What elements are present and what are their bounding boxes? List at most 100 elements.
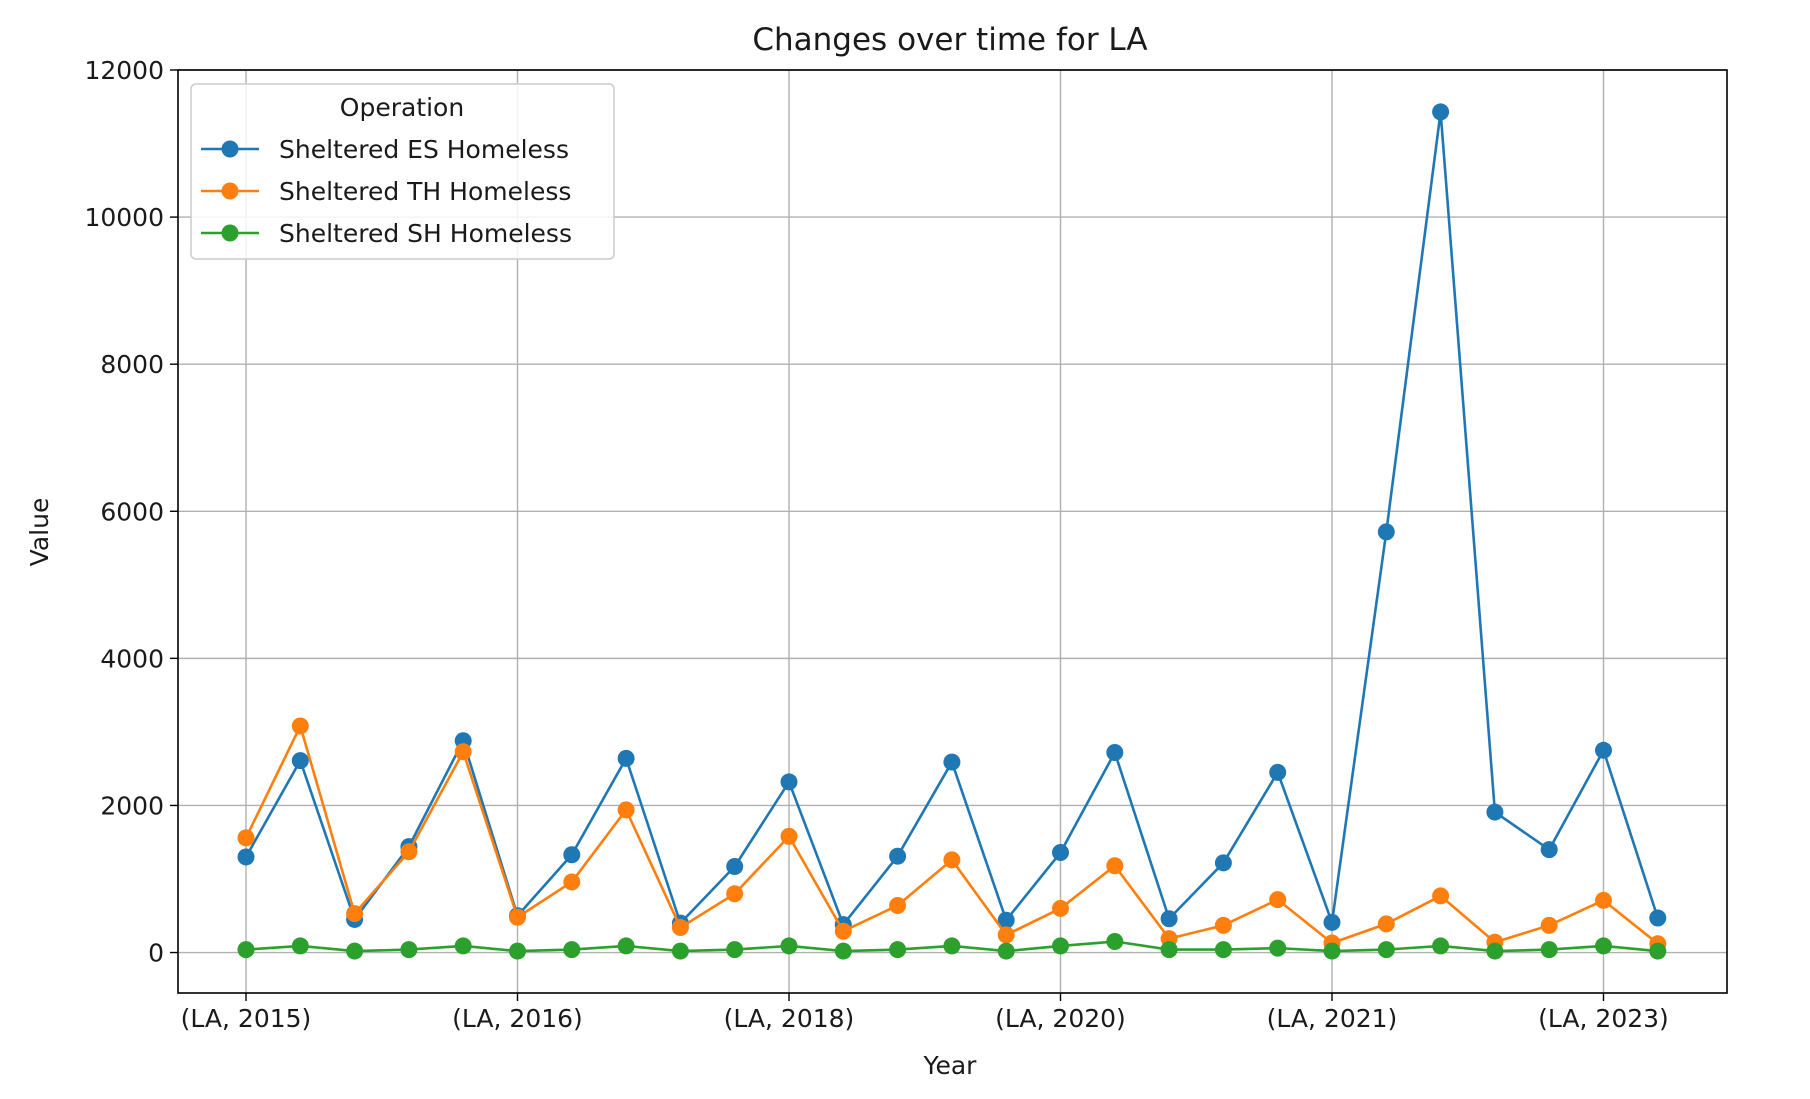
data-point bbox=[1540, 916, 1558, 934]
y-tick-label: 0 bbox=[148, 939, 164, 968]
legend-swatch-marker bbox=[221, 224, 239, 242]
legend-entry-label: Sheltered TH Homeless bbox=[279, 177, 571, 206]
data-point bbox=[1269, 891, 1287, 909]
y-tick-label: 8000 bbox=[100, 350, 164, 379]
data-point bbox=[291, 717, 309, 735]
x-tick-label: (LA, 2021) bbox=[1267, 1004, 1398, 1033]
legend-box bbox=[190, 83, 615, 260]
data-point bbox=[943, 851, 961, 869]
data-point bbox=[237, 941, 255, 959]
data-point bbox=[671, 919, 689, 937]
data-point bbox=[617, 801, 635, 819]
data-point bbox=[1377, 941, 1395, 959]
x-tick-label: (LA, 2018) bbox=[724, 1004, 855, 1033]
x-tick-label: (LA, 2023) bbox=[1538, 1004, 1669, 1033]
data-point bbox=[889, 847, 907, 865]
data-point bbox=[1649, 909, 1667, 927]
data-point bbox=[1214, 941, 1232, 959]
legend: Operation Sheltered ES HomelessSheltered… bbox=[190, 83, 615, 260]
data-point bbox=[780, 827, 798, 845]
data-point bbox=[1214, 854, 1232, 872]
data-point bbox=[997, 926, 1015, 944]
data-point bbox=[291, 937, 309, 955]
data-point bbox=[1486, 803, 1504, 821]
data-point bbox=[1595, 891, 1612, 909]
data-point bbox=[1323, 942, 1341, 960]
data-point bbox=[454, 937, 472, 955]
data-point bbox=[454, 743, 472, 761]
legend-title: Operation bbox=[340, 93, 464, 122]
data-point bbox=[834, 922, 852, 940]
x-tick-label: (LA, 2016) bbox=[452, 1004, 583, 1033]
data-point bbox=[1323, 913, 1341, 931]
data-point bbox=[943, 937, 961, 955]
data-point bbox=[1432, 937, 1450, 955]
x-tick-label: (LA, 2020) bbox=[995, 1004, 1126, 1033]
data-point bbox=[509, 908, 526, 926]
data-point bbox=[1595, 937, 1612, 955]
data-point bbox=[997, 911, 1015, 929]
data-point bbox=[1052, 899, 1069, 917]
series-3 bbox=[237, 933, 1667, 960]
data-point bbox=[346, 905, 364, 923]
data-point bbox=[1377, 523, 1395, 541]
data-point bbox=[726, 885, 744, 903]
data-point bbox=[1540, 841, 1558, 859]
data-point bbox=[617, 937, 635, 955]
data-point bbox=[997, 942, 1015, 960]
legend-entry-2: Sheltered TH Homeless bbox=[201, 177, 571, 206]
data-point bbox=[1106, 744, 1124, 762]
data-point bbox=[400, 843, 418, 861]
data-point bbox=[563, 846, 581, 864]
data-point bbox=[780, 937, 798, 955]
data-point bbox=[726, 941, 744, 959]
data-point bbox=[346, 942, 364, 960]
data-point bbox=[1160, 941, 1178, 959]
series-layer bbox=[237, 103, 1667, 960]
data-point bbox=[563, 873, 581, 891]
legend-entry-label: Sheltered SH Homeless bbox=[279, 219, 572, 248]
data-point bbox=[1432, 887, 1450, 905]
data-point bbox=[617, 749, 635, 767]
y-tick-label: 4000 bbox=[100, 644, 164, 673]
data-point bbox=[1432, 103, 1450, 121]
y-axis-ticks: 0 2000 4000 6000 8000 10000 12000 bbox=[84, 56, 178, 968]
data-point bbox=[1160, 910, 1178, 928]
data-point bbox=[780, 773, 798, 791]
data-point bbox=[1052, 937, 1069, 955]
legend-swatch-marker bbox=[221, 182, 239, 200]
y-axis-label: Value bbox=[25, 498, 54, 567]
data-point bbox=[509, 942, 526, 960]
data-point bbox=[1540, 941, 1558, 959]
series-2 bbox=[237, 717, 1667, 953]
x-axis-ticks: (LA, 2015) (LA, 2016) (LA, 2018) (LA, 2020)… bbox=[181, 993, 1669, 1033]
data-point bbox=[1649, 942, 1667, 960]
y-tick-label: 10000 bbox=[84, 203, 164, 232]
plot-area-frame bbox=[177, 69, 1728, 994]
data-point bbox=[1595, 741, 1612, 759]
data-point bbox=[1106, 933, 1124, 951]
data-point bbox=[943, 753, 961, 771]
data-point bbox=[237, 829, 255, 847]
data-point bbox=[1486, 942, 1504, 960]
x-tick-label: (LA, 2015) bbox=[181, 1004, 312, 1033]
chart-title: Changes over time for LA bbox=[752, 22, 1147, 58]
data-point bbox=[889, 896, 907, 914]
data-point bbox=[563, 941, 581, 959]
x-axis-label: Year bbox=[923, 1051, 978, 1080]
y-tick-label: 12000 bbox=[84, 56, 164, 85]
legend-entry-3: Sheltered SH Homeless bbox=[201, 219, 572, 248]
legend-entry-label: Sheltered ES Homeless bbox=[279, 135, 569, 164]
legend-entries: Sheltered ES Homeless Sheltered TH Homele… bbox=[201, 135, 572, 248]
y-tick-label: 2000 bbox=[100, 791, 164, 820]
data-point bbox=[1377, 915, 1395, 933]
data-point bbox=[834, 942, 852, 960]
data-point bbox=[1052, 844, 1069, 862]
data-point bbox=[400, 941, 418, 959]
data-point bbox=[671, 942, 689, 960]
data-point bbox=[1269, 939, 1287, 957]
data-point bbox=[726, 858, 744, 876]
data-point bbox=[1214, 916, 1232, 934]
